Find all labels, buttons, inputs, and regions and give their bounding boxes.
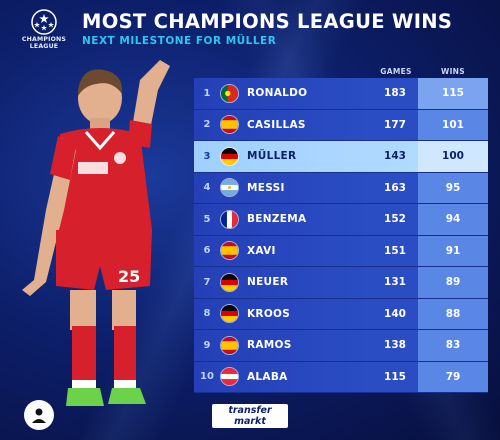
transfermarkt-logo: transfer markt [212,404,288,428]
logo-text-champions: CHAMPIONS [21,36,67,43]
wins-value: 89 [418,267,488,298]
rank: 8 [203,308,211,320]
table-row: 8 KROOS 140 88 [194,298,488,330]
page-title: MOST CHAMPIONS LEAGUE WINS [82,10,453,33]
rank: 10 [200,371,214,383]
spain-flag-icon [220,115,239,135]
brand-line2: markt [234,416,266,427]
logo-text-league: LEAGUE [29,43,59,50]
germany-flag-icon [220,304,239,324]
games-value: 163 [384,181,406,194]
portugal-flag-icon [220,83,239,103]
table-row: 2 CASILLAS 177 101 [194,109,488,141]
table-row: 6 XAVI 151 91 [194,235,488,267]
france-flag-icon [220,209,239,229]
player-name: XAVI [247,244,276,257]
player-name: CASILLAS [247,118,306,131]
page-subtitle: NEXT MILESTONE FOR MÜLLER [82,35,277,47]
table-row: 9 RAMOS 138 83 [194,330,488,362]
wins-value: 95 [418,172,488,203]
table-row: 1 RONALDO 183 115 [194,78,488,110]
shirt-number: 25 [118,267,140,286]
user-avatar[interactable] [24,400,54,430]
wins-value: 100 [418,141,488,172]
rank: 1 [203,87,211,99]
rank: 5 [203,213,211,225]
games-value: 183 [384,87,406,100]
player-name: NEUER [247,276,289,289]
rank: 2 [203,119,211,131]
table-row: 7 NEUER 131 89 [194,267,488,299]
spain-flag-icon [220,241,239,261]
rank: 9 [203,339,211,351]
wins-value: 83 [418,330,488,361]
rank: 6 [203,245,211,257]
games-value: 138 [384,339,406,352]
games-value: 152 [384,213,406,226]
wins-column-header: WINS [441,67,465,76]
games-value: 143 [384,150,406,163]
austria-flag-icon [220,367,239,387]
rank: 7 [203,276,211,288]
table-row-highlighted: 3 MÜLLER 143 100 [194,141,488,173]
games-value: 115 [384,370,406,383]
player-illustration: 25 [22,60,170,406]
table-row: 10 ALABA 115 79 [194,361,488,393]
table-row: 5 BENZEMA 152 94 [194,204,488,236]
games-value: 151 [384,244,406,257]
wins-value: 115 [418,78,488,109]
wins-value: 101 [418,109,488,140]
brand-line1: transfer [228,405,272,416]
germany-flag-icon [220,146,239,166]
player-name: ALABA [247,370,288,383]
argentina-flag-icon [220,178,239,198]
spain-flag-icon [220,335,239,355]
user-avatar-icon [32,408,46,423]
games-column-header: GAMES [380,67,412,76]
player-name: RAMOS [247,339,292,352]
games-value: 131 [384,276,406,289]
table-row: 4 MESSI 163 95 [194,172,488,204]
player-name: MÜLLER [247,150,297,163]
germany-flag-icon [220,272,239,292]
player-name: BENZEMA [247,213,307,226]
games-value: 177 [384,118,406,131]
player-name: RONALDO [247,87,308,100]
player-name: KROOS [247,307,291,320]
games-value: 140 [384,307,406,320]
player-name: MESSI [247,181,285,194]
rank: 4 [203,182,211,194]
rank: 3 [203,150,211,162]
champions-league-starball-icon [31,9,57,35]
champions-league-logo: CHAMPIONS LEAGUE [16,8,72,54]
wins-value: 88 [418,298,488,329]
wins-value: 79 [418,361,488,392]
wins-value: 94 [418,204,488,235]
wins-value: 91 [418,235,488,266]
rankings-table: 1 RONALDO 183 115 2 CASILLAS 177 101 3 M… [194,78,488,393]
